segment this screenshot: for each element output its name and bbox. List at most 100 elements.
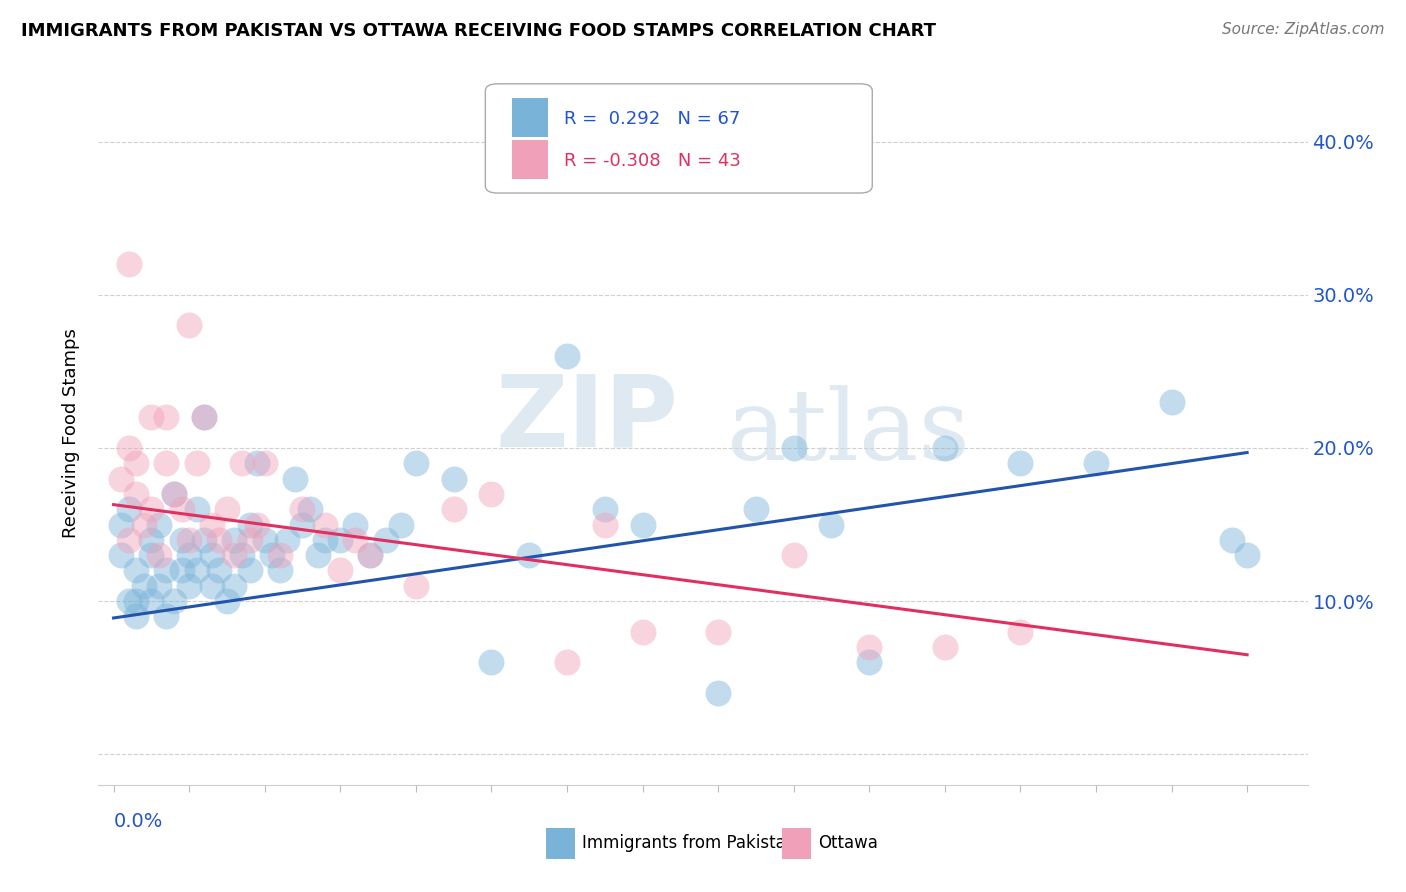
- Point: [231, 548, 253, 562]
- Point: [820, 517, 842, 532]
- Point: [179, 318, 201, 333]
- Point: [631, 624, 654, 639]
- Point: [344, 517, 367, 532]
- Point: [253, 533, 276, 547]
- Point: [201, 579, 224, 593]
- Point: [148, 517, 170, 532]
- Point: [208, 533, 231, 547]
- Point: [707, 624, 730, 639]
- Point: [239, 564, 262, 578]
- Point: [269, 548, 291, 562]
- Point: [360, 548, 382, 562]
- Point: [193, 533, 215, 547]
- Point: [389, 517, 412, 532]
- Text: Source: ZipAtlas.com: Source: ZipAtlas.com: [1222, 22, 1385, 37]
- Point: [329, 564, 352, 578]
- Point: [360, 548, 382, 562]
- Point: [224, 548, 246, 562]
- Point: [231, 456, 253, 470]
- Point: [125, 609, 148, 624]
- FancyBboxPatch shape: [485, 84, 872, 193]
- Point: [141, 548, 163, 562]
- Point: [208, 564, 231, 578]
- Point: [125, 594, 148, 608]
- Point: [201, 517, 224, 532]
- Point: [707, 686, 730, 700]
- Point: [141, 502, 163, 516]
- Point: [155, 564, 177, 578]
- Point: [186, 502, 208, 516]
- Point: [782, 441, 804, 455]
- Point: [132, 517, 155, 532]
- Point: [374, 533, 396, 547]
- Point: [193, 410, 215, 425]
- Point: [1220, 533, 1243, 547]
- Point: [141, 594, 163, 608]
- Text: 0.0%: 0.0%: [114, 812, 163, 830]
- Point: [291, 502, 314, 516]
- Point: [631, 517, 654, 532]
- Point: [858, 640, 880, 654]
- Text: R = -0.308   N = 43: R = -0.308 N = 43: [564, 153, 741, 170]
- Point: [344, 533, 367, 547]
- Point: [307, 548, 329, 562]
- Point: [118, 533, 141, 547]
- Point: [1010, 624, 1032, 639]
- Point: [186, 456, 208, 470]
- FancyBboxPatch shape: [512, 140, 548, 179]
- Text: atlas: atlas: [727, 384, 970, 481]
- Point: [110, 472, 132, 486]
- Point: [125, 564, 148, 578]
- Point: [170, 564, 193, 578]
- Point: [555, 349, 578, 363]
- Point: [118, 441, 141, 455]
- Point: [118, 594, 141, 608]
- Point: [593, 517, 616, 532]
- Point: [593, 502, 616, 516]
- Point: [215, 502, 238, 516]
- Point: [155, 609, 177, 624]
- Point: [1160, 395, 1182, 409]
- FancyBboxPatch shape: [546, 828, 575, 859]
- Point: [201, 548, 224, 562]
- Point: [269, 564, 291, 578]
- Point: [329, 533, 352, 547]
- Point: [110, 517, 132, 532]
- Point: [224, 579, 246, 593]
- Point: [163, 487, 186, 501]
- Point: [481, 487, 503, 501]
- FancyBboxPatch shape: [782, 828, 811, 859]
- Point: [170, 502, 193, 516]
- Point: [299, 502, 322, 516]
- Point: [125, 487, 148, 501]
- Point: [246, 517, 269, 532]
- Point: [284, 472, 307, 486]
- Point: [1236, 548, 1258, 562]
- Text: IMMIGRANTS FROM PAKISTAN VS OTTAWA RECEIVING FOOD STAMPS CORRELATION CHART: IMMIGRANTS FROM PAKISTAN VS OTTAWA RECEI…: [21, 22, 936, 40]
- Point: [118, 502, 141, 516]
- Point: [163, 487, 186, 501]
- Text: R =  0.292   N = 67: R = 0.292 N = 67: [564, 110, 741, 128]
- Point: [443, 502, 465, 516]
- Point: [193, 410, 215, 425]
- Point: [215, 594, 238, 608]
- Point: [141, 410, 163, 425]
- Text: Immigrants from Pakistan: Immigrants from Pakistan: [582, 834, 796, 852]
- Y-axis label: Receiving Food Stamps: Receiving Food Stamps: [62, 327, 80, 538]
- Point: [179, 533, 201, 547]
- Point: [934, 640, 956, 654]
- Point: [291, 517, 314, 532]
- Point: [405, 456, 427, 470]
- Point: [163, 594, 186, 608]
- Point: [141, 533, 163, 547]
- Point: [782, 548, 804, 562]
- FancyBboxPatch shape: [512, 98, 548, 136]
- Point: [224, 533, 246, 547]
- Point: [246, 456, 269, 470]
- Point: [132, 579, 155, 593]
- Text: ZIP: ZIP: [496, 370, 679, 467]
- Point: [745, 502, 768, 516]
- Point: [118, 257, 141, 271]
- Point: [555, 656, 578, 670]
- Point: [110, 548, 132, 562]
